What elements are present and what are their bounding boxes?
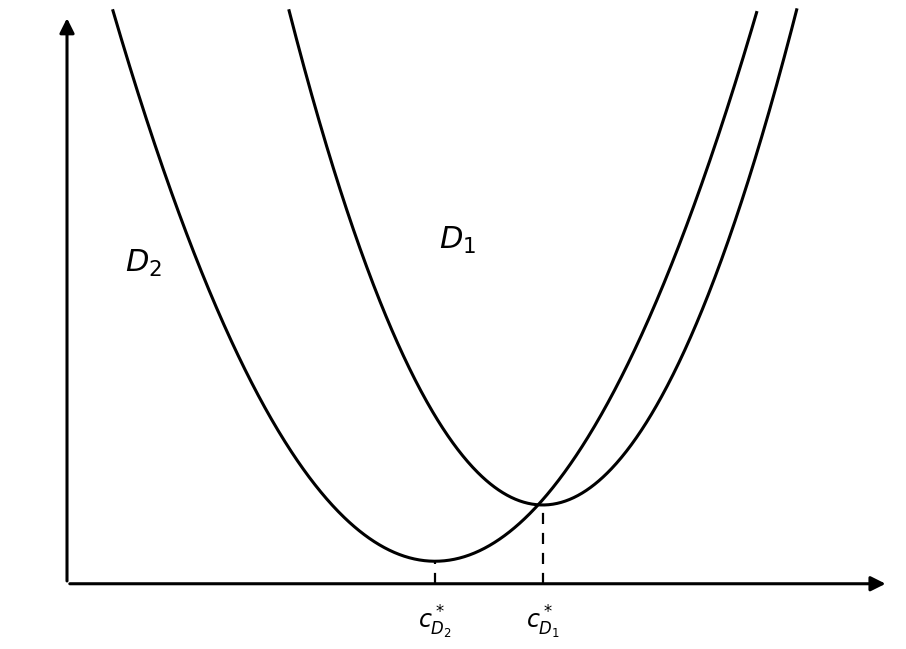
Text: $c^*_{D_1}$: $c^*_{D_1}$ bbox=[525, 604, 560, 641]
Text: $D_1$: $D_1$ bbox=[439, 225, 476, 256]
Text: $c^*_{D_2}$: $c^*_{D_2}$ bbox=[418, 604, 452, 641]
Text: $D_2$: $D_2$ bbox=[125, 247, 162, 278]
